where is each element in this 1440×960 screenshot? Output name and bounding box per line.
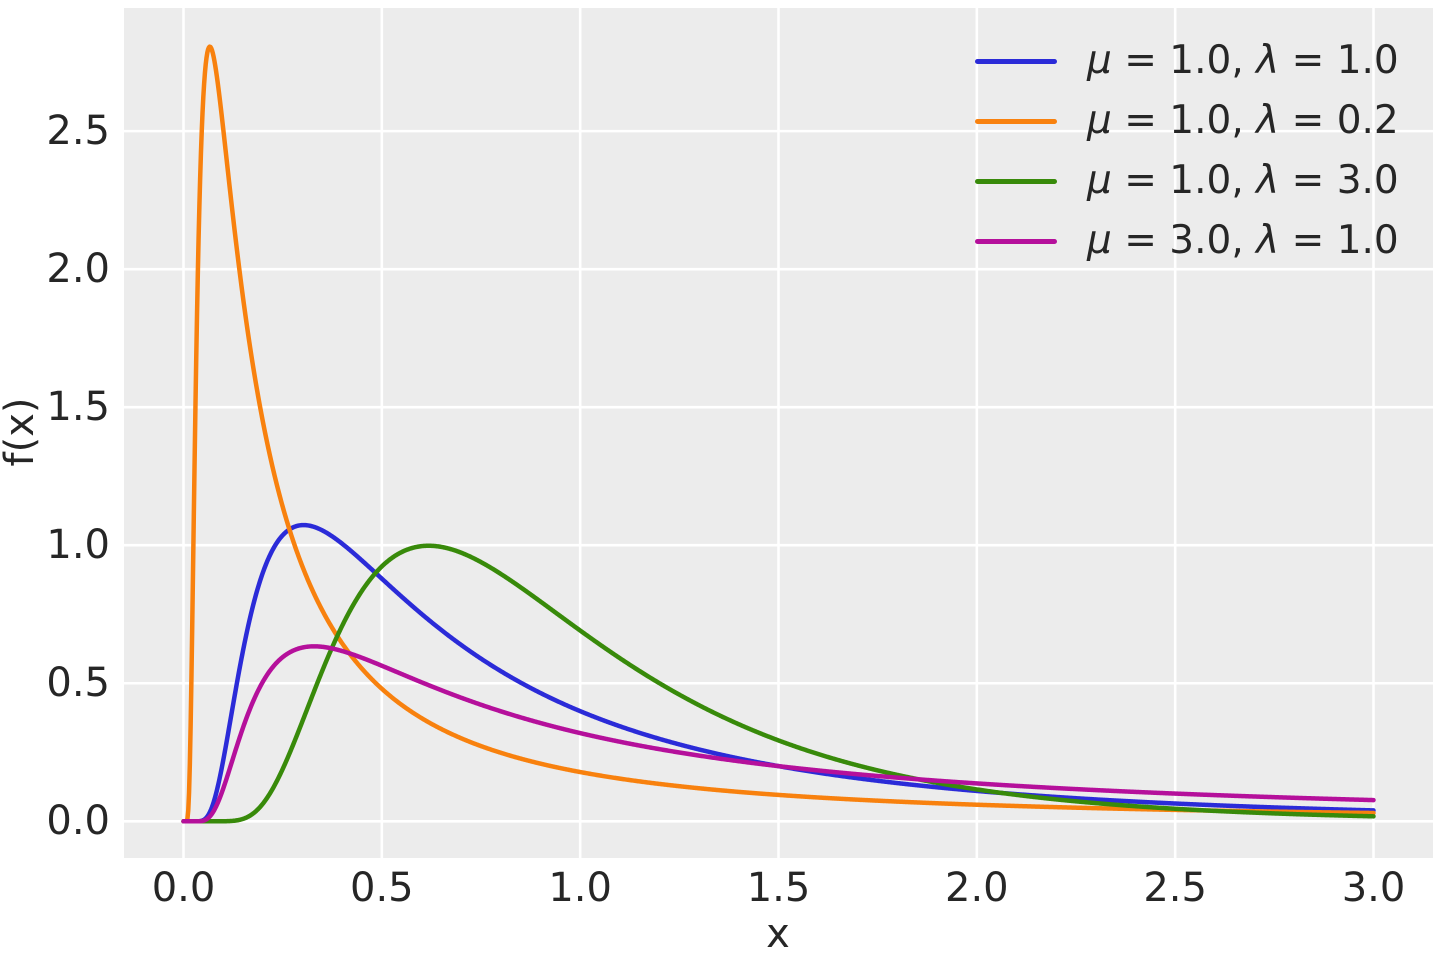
series-line-3 [181, 644, 1376, 824]
y-tick-label: 0.5 [46, 660, 110, 707]
x-tick-label: 0.0 [151, 865, 216, 911]
gridlines [124, 8, 1433, 858]
legend-line-swatch [975, 118, 1057, 124]
y-tick-label: 0.0 [46, 798, 110, 845]
legend-label: μ = 1.0, λ = 1.0 [1087, 38, 1399, 83]
curves [181, 44, 1376, 824]
x-tick-label: 0.5 [350, 865, 414, 911]
y-tick-label: 1.0 [46, 522, 110, 569]
legend-label: μ = 3.0, λ = 1.0 [1087, 218, 1399, 263]
legend-label: μ = 1.0, λ = 0.2 [1087, 98, 1399, 143]
x-tick-label: 1.0 [548, 865, 612, 911]
legend-label: μ = 1.0, λ = 3.0 [1087, 158, 1399, 203]
legend-line-swatch [975, 58, 1057, 64]
y-tick-label: 1.5 [46, 384, 110, 431]
y-tick-label: 2.5 [46, 108, 110, 155]
legend-item-2: μ = 1.0, λ = 3.0 [975, 151, 1399, 211]
x-tick-label: 1.5 [746, 865, 811, 911]
legend-line-swatch [975, 238, 1057, 244]
legend-item-3: μ = 3.0, λ = 1.0 [975, 211, 1399, 271]
legend-line-swatch [975, 178, 1057, 184]
x-tick-label: 3.0 [1341, 865, 1406, 911]
x-tick-label: 2.5 [1143, 865, 1207, 911]
series-line-2 [181, 543, 1376, 824]
x-axis-label: x [766, 911, 790, 957]
legend-item-1: μ = 1.0, λ = 0.2 [975, 91, 1399, 151]
legend-item-0: μ = 1.0, λ = 1.0 [975, 31, 1399, 91]
x-tick-label: 2.0 [945, 865, 1009, 911]
y-tick-label: 2.0 [46, 246, 110, 293]
legend: μ = 1.0, λ = 1.0 μ = 1.0, λ = 0.2 μ = 1.0,… [975, 31, 1399, 271]
y-axis-label: f(x) [0, 397, 43, 467]
